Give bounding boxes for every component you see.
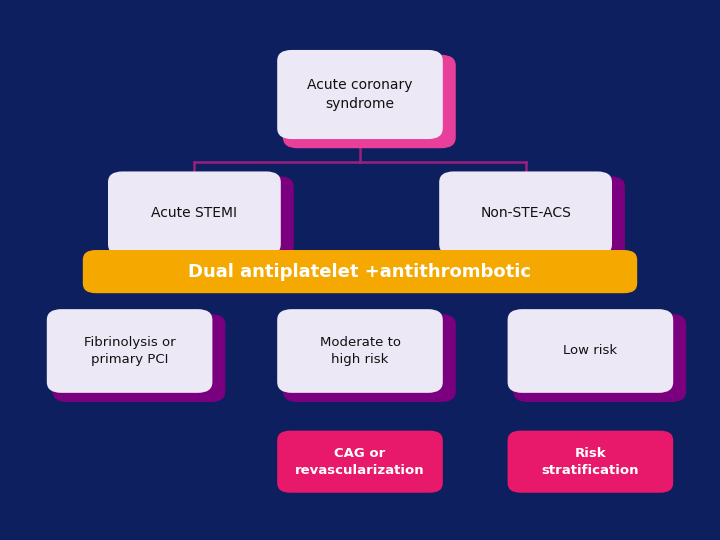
FancyBboxPatch shape <box>508 309 673 393</box>
FancyBboxPatch shape <box>508 431 673 492</box>
FancyBboxPatch shape <box>83 250 637 293</box>
FancyBboxPatch shape <box>108 172 281 255</box>
FancyBboxPatch shape <box>277 309 443 393</box>
FancyBboxPatch shape <box>277 50 443 139</box>
Text: Non-STE-ACS: Non-STE-ACS <box>480 206 571 220</box>
Text: CAG or
revascularization: CAG or revascularization <box>295 447 425 477</box>
Text: Low risk: Low risk <box>563 345 618 357</box>
FancyBboxPatch shape <box>283 55 456 148</box>
FancyBboxPatch shape <box>283 314 456 402</box>
FancyBboxPatch shape <box>439 172 612 255</box>
FancyBboxPatch shape <box>53 314 225 402</box>
Text: Fibrinolysis or
primary PCI: Fibrinolysis or primary PCI <box>84 336 176 366</box>
Text: Moderate to
high risk: Moderate to high risk <box>320 336 400 366</box>
Text: Risk
stratification: Risk stratification <box>541 447 639 477</box>
Text: Acute STEMI: Acute STEMI <box>151 206 238 220</box>
FancyBboxPatch shape <box>277 431 443 492</box>
Text: Acute coronary
syndrome: Acute coronary syndrome <box>307 78 413 111</box>
FancyBboxPatch shape <box>513 314 686 402</box>
FancyBboxPatch shape <box>47 309 212 393</box>
FancyBboxPatch shape <box>445 176 625 265</box>
FancyBboxPatch shape <box>114 176 294 265</box>
Text: Dual antiplatelet +antithrombotic: Dual antiplatelet +antithrombotic <box>189 262 531 281</box>
